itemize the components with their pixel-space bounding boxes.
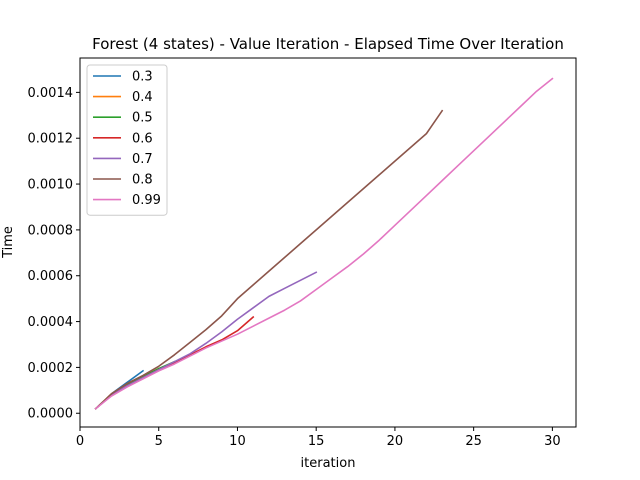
y-tick-label: 0.0006 bbox=[28, 269, 74, 284]
legend-label: 0.3 bbox=[132, 70, 153, 85]
y-tick-label: 0.0000 bbox=[28, 407, 74, 422]
y-tick-label: 0.0010 bbox=[28, 178, 74, 193]
x-tick-label: 20 bbox=[387, 434, 404, 449]
y-tick-label: 0.0004 bbox=[28, 315, 74, 330]
legend-label: 0.8 bbox=[132, 173, 153, 188]
plot-layer bbox=[94, 77, 554, 410]
x-axis-ticks: 0 5 10 15 20 25 30 bbox=[76, 427, 561, 449]
series-line-0-7 bbox=[94, 271, 318, 410]
legend-label: 0.4 bbox=[132, 90, 153, 105]
legend-label: 0.5 bbox=[132, 111, 153, 126]
x-tick-label: 15 bbox=[308, 434, 325, 449]
x-tick-label: 25 bbox=[465, 434, 482, 449]
x-tick-label: 0 bbox=[76, 434, 84, 449]
series-line-0-99 bbox=[94, 77, 554, 410]
y-tick-label: 0.0008 bbox=[28, 223, 74, 238]
y-axis-label: Time bbox=[1, 226, 16, 259]
x-tick-label: 5 bbox=[155, 434, 163, 449]
legend-label: 0.7 bbox=[132, 152, 153, 167]
legend: 0.3 0.4 0.5 0.6 0.7 0.8 0.99 bbox=[86, 64, 168, 216]
x-axis-label: iteration bbox=[301, 456, 356, 471]
legend-box bbox=[86, 64, 168, 216]
plot-frame bbox=[79, 57, 577, 428]
legend-label: 0.99 bbox=[132, 193, 161, 208]
y-tick-label: 0.0012 bbox=[28, 132, 74, 147]
y-axis-ticks: 0.0000 0.0002 0.0004 0.0006 0.0008 0.0010 0.00… bbox=[28, 86, 80, 422]
series-line-0-8 bbox=[94, 109, 444, 410]
x-tick-label: 10 bbox=[229, 434, 246, 449]
legend-label: 0.6 bbox=[132, 131, 153, 146]
y-tick-label: 0.0014 bbox=[28, 86, 74, 101]
x-tick-label: 30 bbox=[544, 434, 561, 449]
chart-title: Forest (4 states) - Value Iteration - El… bbox=[92, 35, 564, 53]
y-tick-label: 0.0002 bbox=[28, 361, 74, 376]
